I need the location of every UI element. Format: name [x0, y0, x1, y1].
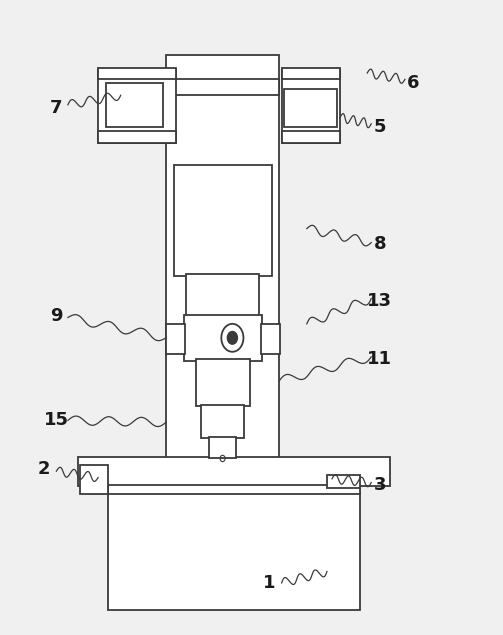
Bar [80, 465, 108, 494]
Bar [98, 68, 176, 79]
Text: 2: 2 [38, 460, 50, 478]
Bar [98, 70, 176, 143]
Bar [327, 475, 360, 488]
Bar [261, 324, 280, 354]
Text: 7: 7 [50, 99, 62, 117]
Bar [196, 359, 250, 406]
Text: 13: 13 [367, 292, 392, 310]
Bar [174, 165, 272, 276]
Bar [201, 405, 244, 438]
Bar [282, 68, 340, 79]
Text: 5: 5 [374, 118, 386, 136]
Bar [98, 131, 176, 143]
Bar [282, 70, 340, 143]
Circle shape [227, 331, 237, 344]
Bar [166, 55, 279, 458]
Text: 6: 6 [407, 74, 420, 91]
Bar [108, 485, 360, 494]
Text: 11: 11 [367, 351, 392, 368]
Text: 3: 3 [374, 476, 386, 494]
Bar [209, 437, 236, 458]
Bar [186, 274, 259, 318]
Bar [184, 315, 262, 361]
Bar [106, 83, 163, 127]
Bar [282, 131, 340, 143]
Bar [78, 457, 390, 486]
Bar [284, 89, 337, 127]
Text: 9: 9 [50, 307, 62, 325]
Text: 1: 1 [263, 574, 275, 592]
Bar [166, 324, 185, 354]
Text: 8: 8 [373, 236, 386, 253]
Bar [108, 492, 360, 610]
Text: 15: 15 [44, 411, 69, 429]
Bar [166, 79, 279, 95]
